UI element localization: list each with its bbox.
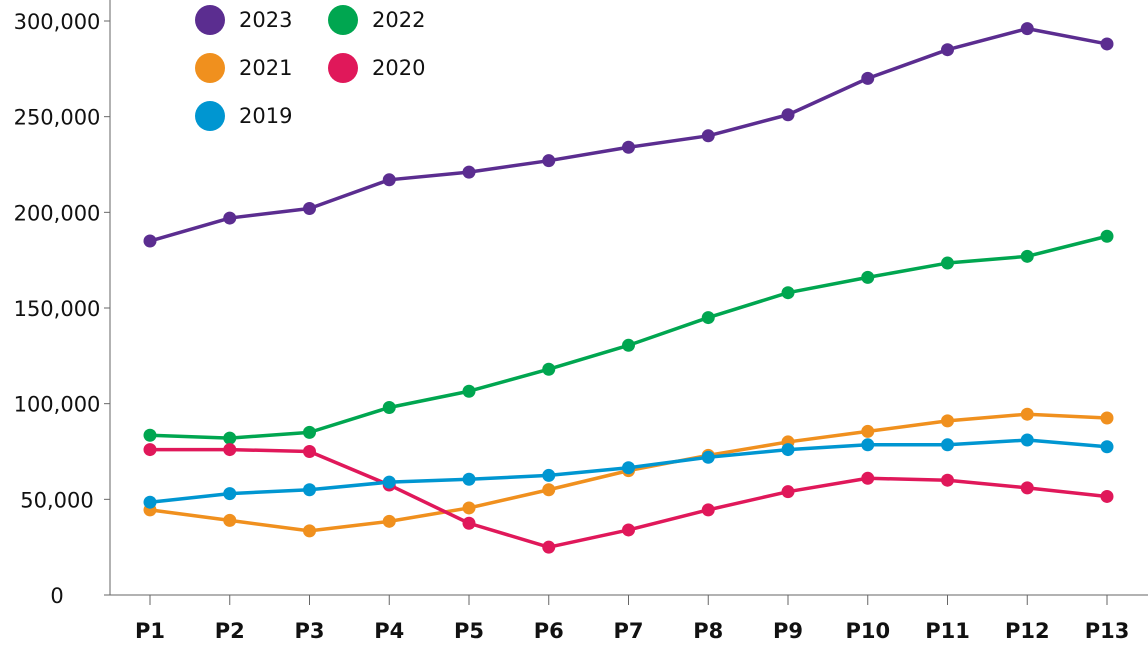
series-line <box>149 234 1108 440</box>
data-point <box>622 523 635 537</box>
data-point <box>941 256 954 270</box>
data-point <box>462 384 476 398</box>
x-tick-label: P6 <box>534 619 564 643</box>
legend-label: 2022 <box>372 8 425 32</box>
y-tick-label: 0 <box>50 584 63 608</box>
data-point <box>701 450 715 464</box>
y-tick-label: 150,000 <box>14 297 101 321</box>
legend-swatch <box>195 53 225 83</box>
y-tick-label: 200,000 <box>14 201 101 225</box>
data-point <box>622 461 635 475</box>
data-point <box>382 514 396 528</box>
data-point <box>701 311 715 325</box>
y-tick-label: 50,000 <box>20 488 93 512</box>
legend-swatch <box>195 5 225 35</box>
data-point <box>303 445 316 458</box>
data-point <box>1020 433 1034 447</box>
data-point <box>1100 37 1114 51</box>
data-point <box>382 400 396 414</box>
data-point <box>941 473 954 487</box>
data-point <box>223 487 237 501</box>
x-tick-label: P2 <box>215 619 245 643</box>
y-tick-label: 250,000 <box>14 106 101 130</box>
data-point <box>382 475 396 489</box>
data-point <box>462 472 476 486</box>
data-point <box>701 129 715 143</box>
data-point <box>223 443 237 457</box>
data-point <box>303 524 316 538</box>
data-point <box>1100 440 1114 454</box>
x-tick-label: P5 <box>454 619 484 643</box>
data-point <box>542 362 556 376</box>
data-point <box>462 501 476 515</box>
x-tick-label: P8 <box>693 619 723 643</box>
legend-label: 2020 <box>372 56 425 80</box>
data-point <box>542 154 556 168</box>
data-point <box>462 516 476 530</box>
data-point <box>143 234 157 248</box>
x-tick-label: P1 <box>135 619 165 643</box>
data-point <box>143 428 157 442</box>
data-point <box>303 425 316 439</box>
data-point <box>1020 249 1034 263</box>
data-point <box>1100 411 1114 425</box>
legend-swatch <box>195 101 225 131</box>
y-tick-label: 300,000 <box>14 10 101 34</box>
data-point <box>303 202 316 216</box>
data-point <box>861 471 875 485</box>
data-point <box>143 495 157 509</box>
x-tick-label: P7 <box>613 619 643 643</box>
data-point <box>781 443 795 457</box>
data-point <box>781 108 795 122</box>
data-point <box>941 414 954 428</box>
data-point <box>303 483 316 497</box>
legend-swatch <box>328 5 358 35</box>
data-point <box>781 485 795 499</box>
data-point <box>542 540 556 554</box>
data-point <box>941 438 954 452</box>
x-tick-label: P13 <box>1085 619 1130 643</box>
y-tick-label: 100,000 <box>14 393 101 417</box>
data-point <box>1020 407 1034 421</box>
data-point <box>1100 229 1114 243</box>
data-point <box>1020 481 1034 495</box>
legend-swatch <box>328 53 358 83</box>
data-point <box>143 443 157 457</box>
data-point <box>542 468 556 482</box>
data-point <box>1020 22 1034 36</box>
x-tick-label: P10 <box>845 619 890 643</box>
data-point <box>223 513 237 527</box>
data-point <box>622 140 635 154</box>
x-tick-label: P4 <box>374 619 404 643</box>
legend-label: 2021 <box>239 56 292 80</box>
data-point <box>941 43 954 57</box>
data-point <box>1100 489 1114 503</box>
x-tick-label: P9 <box>773 619 803 643</box>
data-point <box>861 424 875 438</box>
x-tick-label: P12 <box>1005 619 1050 643</box>
data-point <box>542 483 556 497</box>
data-point <box>223 211 237 225</box>
data-point <box>462 165 476 179</box>
data-point <box>861 438 875 452</box>
series-line <box>149 26 1108 243</box>
data-point <box>781 286 795 300</box>
data-point <box>223 431 237 445</box>
data-point <box>622 338 635 352</box>
legend-label: 2023 <box>239 8 292 32</box>
data-point <box>382 173 396 187</box>
x-tick-label: P11 <box>925 619 970 643</box>
x-tick-label: P3 <box>294 619 324 643</box>
data-point <box>701 503 715 517</box>
data-point <box>861 71 875 85</box>
data-point <box>861 270 875 284</box>
legend-label: 2019 <box>239 104 292 128</box>
